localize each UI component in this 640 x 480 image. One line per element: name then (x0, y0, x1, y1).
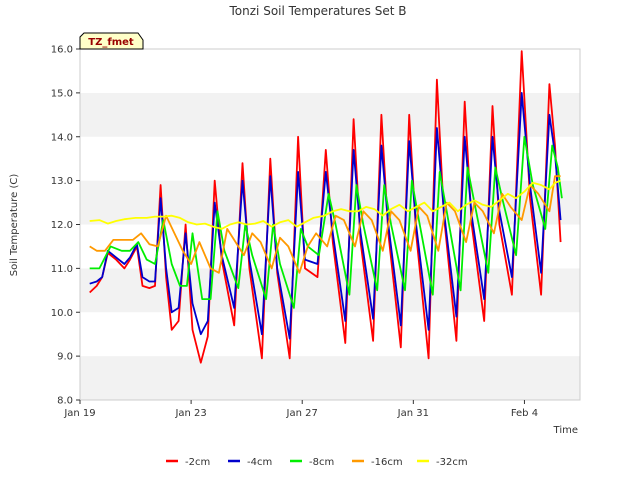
series-line-minus-8cm (89, 135, 563, 309)
x-tick-label: Jan 27 (286, 408, 318, 419)
series-line-minus-16cm (89, 175, 561, 274)
legend: -2cm -4cm -8cm -16cm -32cm (166, 457, 468, 468)
y-tick-label: 10.0 (51, 308, 73, 319)
x-tick-label: Jan 31 (397, 408, 429, 419)
legend-label: -16cm (371, 457, 403, 468)
legend-label: -4cm (247, 457, 272, 468)
y-tick-label: 13.0 (51, 176, 73, 187)
series-line-minus-4cm (89, 92, 562, 340)
badge-box (79, 32, 144, 50)
grid-band (80, 312, 580, 357)
y-tick-label: 15.0 (51, 88, 73, 99)
series-lines (89, 50, 563, 364)
y-tick-label: 11.0 (51, 264, 73, 275)
grid-band (80, 356, 580, 400)
x-tick-label: Jan 19 (63, 408, 95, 419)
legend-item: -32cm (417, 457, 468, 468)
y-tick-label: 8.0 (57, 396, 73, 407)
x-axis: Jan 19 Jan 23 Jan 27 Jan 31 Feb 4 (63, 400, 538, 419)
y-tick-label: 12.0 (51, 220, 73, 231)
grid-band (80, 136, 580, 181)
y-tick-label: 9.0 (57, 352, 73, 363)
y-tick-label: 14.0 (51, 132, 73, 143)
grid-band (80, 92, 580, 137)
legend-item: -4cm (228, 457, 272, 468)
grid-band (80, 268, 580, 313)
x-tick-label: Jan 23 (174, 408, 206, 419)
legend-label: -8cm (309, 457, 334, 468)
site-badge: TZ_fmet (79, 32, 144, 50)
y-axis-title: Soil Temperature (C) (9, 174, 20, 277)
x-tick-label: Feb 4 (511, 408, 538, 419)
grid-band (80, 49, 580, 93)
legend-item: -2cm (166, 457, 210, 468)
plot-background-bands (80, 49, 580, 400)
series-line-minus-2cm (89, 50, 562, 364)
y-axis: 8.0 9.0 10.0 11.0 12.0 13.0 14.0 15.0 16.0 (51, 45, 80, 407)
legend-label: -2cm (185, 457, 210, 468)
legend-item: -8cm (290, 457, 334, 468)
legend-label: -32cm (436, 457, 468, 468)
badge-label: TZ_fmet (88, 37, 134, 48)
x-axis-title: Time (553, 425, 578, 436)
y-tick-label: 16.0 (51, 45, 73, 56)
legend-item: -16cm (352, 457, 403, 468)
series-line-minus-32cm (89, 179, 561, 230)
chart-title: Tonzi Soil Temperatures Set B (229, 4, 407, 18)
